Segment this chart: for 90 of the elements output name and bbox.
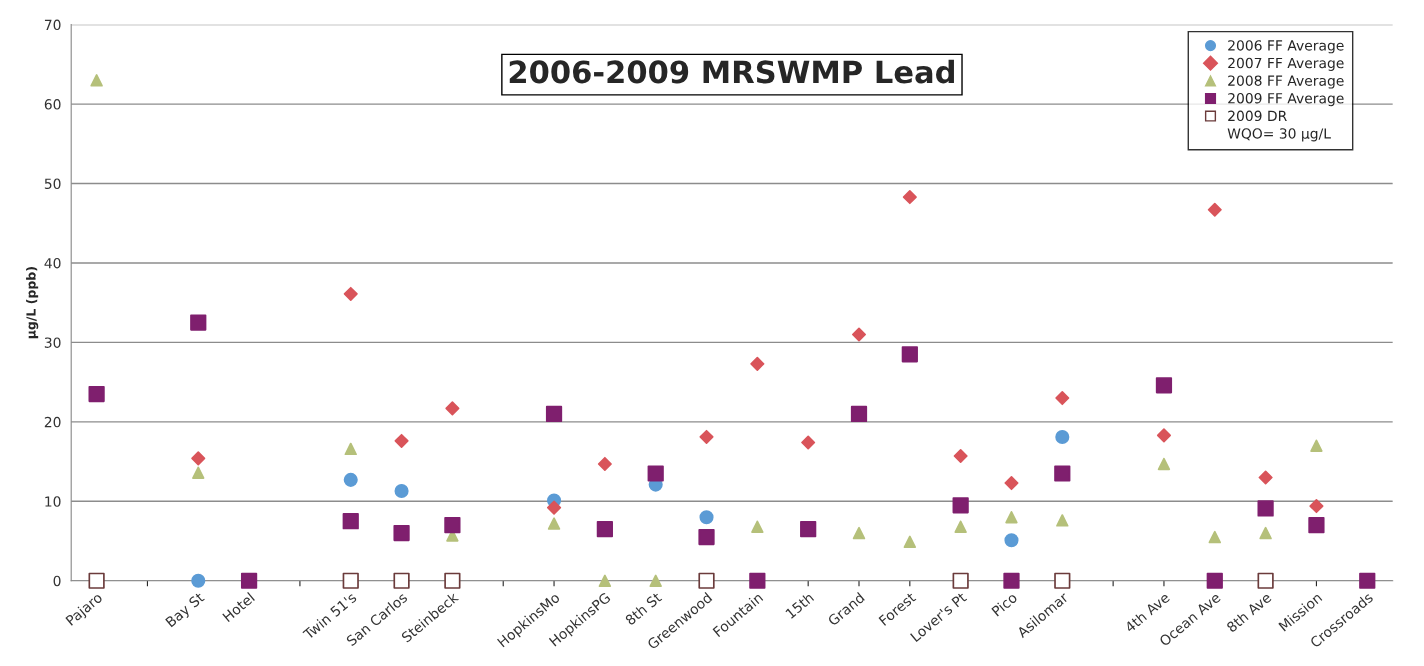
point [750, 356, 765, 371]
point [1003, 572, 1020, 589]
point [191, 451, 206, 466]
point [1005, 510, 1018, 524]
point [394, 433, 409, 448]
point [190, 314, 207, 331]
point [800, 520, 817, 538]
point [1156, 428, 1172, 443]
point [1004, 533, 1019, 548]
point [954, 520, 967, 533]
point [1004, 475, 1019, 491]
point [1208, 530, 1221, 544]
point [952, 497, 969, 514]
y-axis-title: µg/L (ppb) [26, 267, 39, 339]
point [394, 483, 409, 499]
point [953, 448, 968, 464]
point [751, 520, 764, 533]
point [444, 572, 461, 589]
point [1207, 202, 1222, 217]
point [598, 574, 612, 587]
point [850, 405, 868, 423]
point [1055, 390, 1070, 406]
point [1055, 429, 1070, 445]
point [545, 405, 563, 423]
point [901, 346, 918, 363]
x-tick-label: 8th Ave [1225, 591, 1272, 633]
legend-label: 2008 FF Average [1228, 75, 1344, 89]
point [393, 524, 410, 542]
y-tick-label: 40 [44, 257, 61, 269]
y-tick-label: 20 [44, 416, 61, 428]
y-tick-label: 70 [44, 19, 61, 31]
point [1054, 572, 1071, 589]
point [88, 385, 105, 403]
point [192, 466, 205, 479]
annotation: WQO= 30 µg/L [1227, 128, 1331, 142]
point [1309, 499, 1324, 514]
point [1257, 500, 1274, 517]
point [903, 535, 917, 549]
y-tick-label: 60 [44, 99, 61, 110]
x-tick-label: Pico [991, 591, 1018, 617]
legend-label: 2009 DR [1228, 110, 1287, 122]
y-tick-label: 50 [44, 178, 61, 189]
point [444, 517, 461, 534]
x-tick-label: Bay St [165, 591, 207, 630]
point [647, 465, 664, 482]
point [342, 513, 359, 530]
point [90, 74, 103, 87]
point [698, 528, 715, 546]
x-tick-label: 4th Ave [1123, 591, 1171, 633]
point [1359, 572, 1376, 589]
point [344, 442, 357, 456]
y-tick-label: 30 [44, 337, 61, 348]
text: 2006-2009 MRSWMP Lead [509, 59, 954, 84]
point [596, 520, 613, 538]
point [547, 517, 561, 530]
point [342, 572, 359, 589]
point [1310, 439, 1323, 452]
point [801, 435, 816, 450]
point [1308, 517, 1325, 534]
point [546, 500, 562, 515]
legend-label: 2006 FF Average [1228, 40, 1344, 54]
point [699, 510, 714, 525]
point [851, 327, 867, 342]
y-tick-label: 0 [53, 575, 61, 587]
point [1056, 514, 1069, 527]
point [852, 526, 866, 540]
point [1259, 526, 1272, 540]
point [902, 189, 917, 205]
point [240, 572, 258, 589]
point [445, 401, 460, 416]
point [699, 429, 714, 445]
point [191, 573, 206, 588]
point [649, 574, 662, 587]
point [1206, 572, 1223, 589]
point [1258, 470, 1273, 485]
y-tick-label: 10 [45, 496, 61, 507]
point [88, 572, 105, 589]
legend-label: 2009 FF Average [1228, 92, 1344, 107]
point [698, 572, 715, 589]
point [952, 572, 969, 589]
point [749, 572, 766, 589]
point [1155, 377, 1173, 394]
point [597, 456, 612, 472]
point [343, 286, 358, 302]
point [1257, 572, 1274, 589]
legend-label: 2007 FF Average [1228, 57, 1344, 71]
point [343, 472, 358, 487]
point [393, 572, 410, 589]
point [1054, 465, 1071, 482]
point [1157, 457, 1171, 471]
